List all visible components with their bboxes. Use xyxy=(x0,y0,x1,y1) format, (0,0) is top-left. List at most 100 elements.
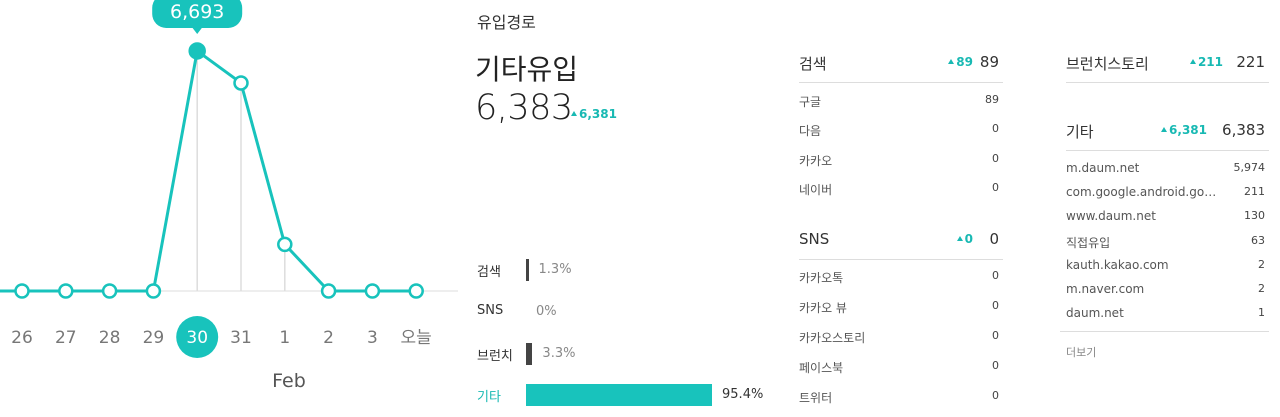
search-count: 89 xyxy=(979,53,999,71)
etc-list-item[interactable]: m.daum.net 5,974 xyxy=(1066,161,1269,181)
traffic-bar xyxy=(526,259,529,281)
sns-list-item[interactable]: 페이스북 0 xyxy=(799,359,1003,379)
traffic-bar-row[interactable]: 기타 95.4% xyxy=(477,384,767,406)
traffic-bar-percent: 1.3% xyxy=(538,262,572,277)
chart-point xyxy=(233,75,249,91)
traffic-bar-row[interactable]: 브런치 3.3% xyxy=(477,343,767,365)
sns-item-name: 페이스북 xyxy=(799,361,844,375)
traffic-bar xyxy=(526,343,533,365)
etc-item-name: daum.net xyxy=(1066,306,1124,321)
sns-list-item[interactable]: 카카오스토리 0 xyxy=(799,329,1003,349)
x-tick-label: 28 xyxy=(99,328,121,348)
search-item-value: 89 xyxy=(985,93,999,106)
etc-list-item[interactable]: kauth.kakao.com 2 xyxy=(1066,258,1269,278)
etc-item-name: 직접유입 xyxy=(1066,235,1111,250)
x-tick-label: 2 xyxy=(323,328,334,348)
search-delta: 89 xyxy=(948,55,973,69)
sns-header[interactable]: SNS 0 0 xyxy=(799,230,1003,260)
search-item-name: 다음 xyxy=(799,124,822,139)
chart-point xyxy=(58,283,74,299)
traffic-bar-row[interactable]: SNS 0% xyxy=(477,301,767,323)
etc-item-name: com.google.android.goo… xyxy=(1066,185,1219,200)
etc-item-value: 211 xyxy=(1244,185,1265,199)
sns-count: 0 xyxy=(989,230,999,248)
traffic-bar-label: 기타 xyxy=(477,390,501,405)
sns-item-name: 카카오 뷰 xyxy=(799,301,847,315)
search-item-value: 0 xyxy=(992,151,999,165)
etc-list-item[interactable]: daum.net 1 xyxy=(1066,306,1269,326)
x-tick-label: 26 xyxy=(11,328,33,348)
up-triangle-icon xyxy=(1189,59,1196,64)
etc-header[interactable]: 기타 6,381 6,383 xyxy=(1066,121,1269,151)
etc-list-item[interactable]: com.google.android.goo… 211 xyxy=(1066,185,1269,205)
etc-item-value: 130 xyxy=(1244,209,1265,223)
etc-list-item[interactable]: m.naver.com 2 xyxy=(1066,282,1269,302)
sns-item-name: 트위터 xyxy=(799,391,833,405)
chart-point xyxy=(408,283,424,299)
brunch-delta: 211 xyxy=(1189,55,1223,69)
search-item-name: 카카오 xyxy=(799,153,833,168)
sns-item-value: 0 xyxy=(992,389,999,402)
chart-series-line xyxy=(0,49,417,293)
up-triangle-icon xyxy=(1161,127,1168,132)
etc-list-divider xyxy=(1060,331,1269,332)
etc-title: 기타 xyxy=(1066,123,1094,141)
etc-count: 6,383 xyxy=(1222,121,1265,139)
traffic-bar-percent: 3.3% xyxy=(542,346,576,361)
up-triangle-icon xyxy=(956,236,963,241)
up-triangle-icon xyxy=(948,59,955,64)
selected-source-label: 기타유입 xyxy=(475,53,579,86)
more-link[interactable]: 더보기 xyxy=(1066,346,1097,359)
selected-source-delta: 6,381 xyxy=(571,107,617,121)
sns-list-item[interactable]: 카카오 뷰 0 xyxy=(799,299,1003,319)
x-tick-label: 31 xyxy=(230,328,252,348)
sns-title: SNS xyxy=(799,230,830,248)
up-triangle-icon xyxy=(571,111,577,116)
sns-item-name: 카카오스토리 xyxy=(799,331,866,345)
brunch-count: 221 xyxy=(1236,53,1265,71)
sns-list-item[interactable]: 트위터 0 xyxy=(799,389,1003,409)
brunch-header[interactable]: 브런치스토리 211 221 xyxy=(1066,53,1269,83)
etc-item-value: 63 xyxy=(1251,233,1265,247)
x-tick-label: 30 xyxy=(186,328,208,348)
chart-point xyxy=(364,283,381,299)
selected-day-highlight xyxy=(176,316,219,358)
etc-list-item[interactable]: www.daum.net 130 xyxy=(1066,209,1269,229)
etc-item-name: www.daum.net xyxy=(1066,209,1156,224)
sns-item-value: 0 xyxy=(992,329,999,342)
sns-item-value: 0 xyxy=(992,299,999,312)
x-tick-label: 3 xyxy=(367,328,378,348)
month-label: Feb xyxy=(272,370,306,392)
chart-tooltip: 6,693 xyxy=(152,0,243,34)
traffic-bar-percent: 95.4% xyxy=(722,387,764,402)
etc-item-value: 1 xyxy=(1258,306,1265,320)
sns-list-item[interactable]: 카카오톡 0 xyxy=(799,269,1003,289)
sns-delta: 0 xyxy=(956,232,973,246)
sns-item-value: 0 xyxy=(992,359,999,372)
sns-item-value: 0 xyxy=(992,269,999,282)
traffic-bar xyxy=(526,384,713,406)
x-tick-label: 오늘 xyxy=(401,328,432,348)
chart-point xyxy=(188,42,206,60)
chart-tooltip-pointer xyxy=(192,27,203,34)
search-header[interactable]: 검색 89 89 xyxy=(799,53,1003,83)
etc-item-name: kauth.kakao.com xyxy=(1066,257,1169,272)
etc-item-name: m.naver.com xyxy=(1066,282,1145,296)
search-list-item[interactable]: 다음 0 xyxy=(799,122,1003,142)
chart-point xyxy=(145,283,162,299)
chart-tooltip-bubble xyxy=(152,0,243,28)
chart-tooltip-value: 6,693 xyxy=(170,1,224,23)
x-tick-label: 27 xyxy=(55,328,77,348)
etc-list-item[interactable]: 직접유입 63 xyxy=(1066,234,1269,254)
chart-point xyxy=(277,236,293,253)
search-list-item[interactable]: 카카오 0 xyxy=(799,152,1003,172)
selected-source-value: 6,383 xyxy=(475,88,573,128)
traffic-bar-percent: 0% xyxy=(536,304,557,319)
search-list-item[interactable]: 구글 89 xyxy=(799,93,1003,113)
daily-visits-chart: 6,693 26 27 28 29 30 31 1 2 3 오늘 Feb xyxy=(0,0,458,392)
search-item-name: 구글 xyxy=(799,95,822,109)
search-item-value: 0 xyxy=(992,180,999,194)
chart-point xyxy=(101,283,118,299)
search-list-item[interactable]: 네이버 0 xyxy=(799,181,1003,201)
traffic-bar-row[interactable]: 검색 1.3% xyxy=(477,259,767,281)
